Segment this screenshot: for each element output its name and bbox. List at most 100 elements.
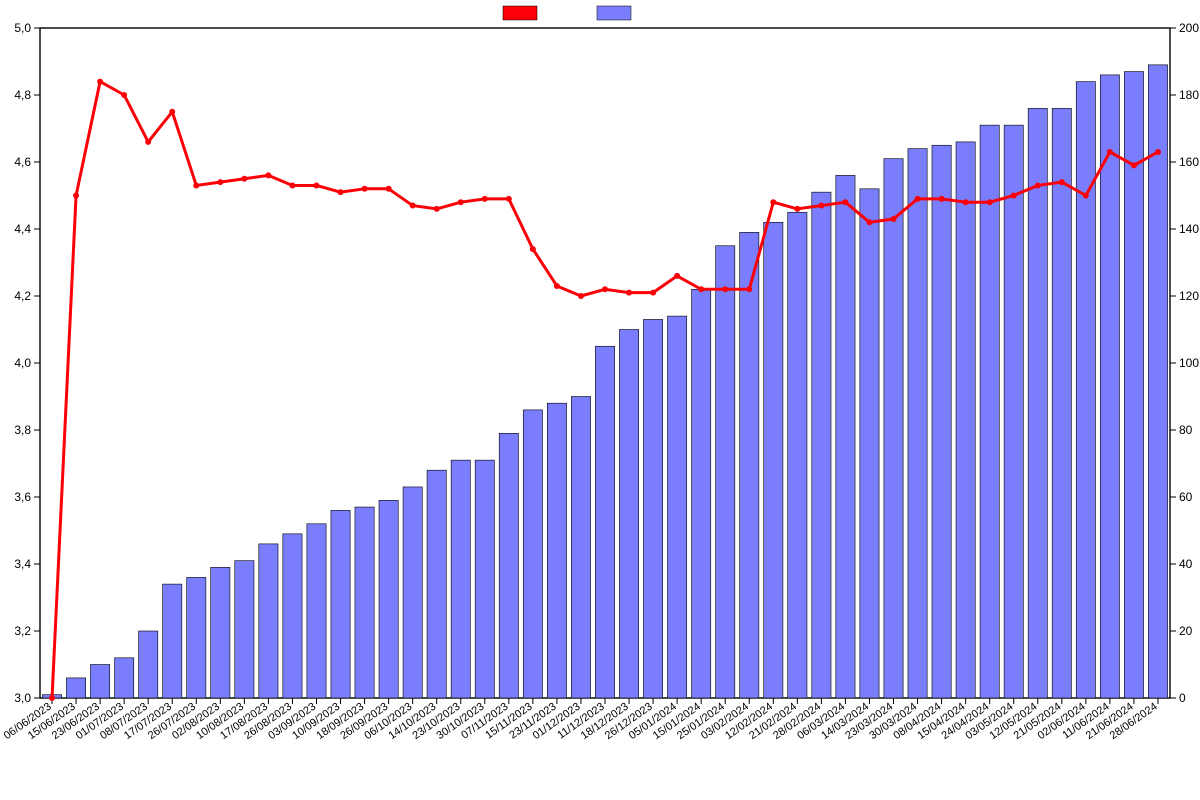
y-right-tick-label: 160 xyxy=(1179,155,1199,169)
bar xyxy=(475,460,494,698)
line-marker xyxy=(939,196,945,202)
bar xyxy=(211,567,230,698)
line-marker xyxy=(578,293,584,299)
line-marker xyxy=(1155,149,1161,155)
y-left-tick-label: 4,0 xyxy=(14,356,31,370)
line-marker xyxy=(410,203,416,209)
bar xyxy=(403,487,422,698)
bar xyxy=(908,149,927,698)
bar xyxy=(980,125,999,698)
line-marker xyxy=(891,216,897,222)
y-left-tick-label: 4,2 xyxy=(14,289,31,303)
line-marker xyxy=(602,286,608,292)
line-marker xyxy=(698,286,704,292)
line-marker xyxy=(313,182,319,188)
bar xyxy=(619,330,638,699)
line-marker xyxy=(1059,179,1065,185)
line-marker xyxy=(193,182,199,188)
line-marker xyxy=(963,199,969,205)
y-left-tick-label: 3,2 xyxy=(14,624,31,638)
line-marker xyxy=(145,139,151,145)
line-marker xyxy=(1011,193,1017,199)
line-marker xyxy=(241,176,247,182)
line-marker xyxy=(169,109,175,115)
bar xyxy=(427,470,446,698)
bar xyxy=(836,175,855,698)
line-marker xyxy=(770,199,776,205)
bar xyxy=(1148,65,1167,698)
bar xyxy=(1028,108,1047,698)
line-marker xyxy=(987,199,993,205)
line-marker xyxy=(554,283,560,289)
line-marker xyxy=(530,246,536,252)
line-marker xyxy=(458,199,464,205)
y-right-tick-label: 180 xyxy=(1179,88,1199,102)
bar xyxy=(788,212,807,698)
line-marker xyxy=(386,186,392,192)
bar xyxy=(740,232,759,698)
line-marker xyxy=(289,182,295,188)
line-marker xyxy=(49,695,55,701)
bar xyxy=(331,510,350,698)
line-marker xyxy=(1083,193,1089,199)
y-left-tick-label: 3,0 xyxy=(14,691,31,705)
bar xyxy=(187,577,206,698)
line-marker xyxy=(842,199,848,205)
bar xyxy=(90,665,109,699)
bar xyxy=(66,678,85,698)
y-right-tick-label: 100 xyxy=(1179,356,1199,370)
chart-svg: 3,03,23,43,63,84,04,24,44,64,85,00204060… xyxy=(0,0,1200,800)
bar xyxy=(235,561,254,698)
line-marker xyxy=(338,189,344,195)
bar xyxy=(1052,108,1071,698)
y-left-tick-label: 5,0 xyxy=(14,21,31,35)
bar xyxy=(571,397,590,699)
line-marker xyxy=(915,196,921,202)
y-right-tick-label: 40 xyxy=(1179,557,1193,571)
y-left-tick-label: 3,4 xyxy=(14,557,31,571)
y-right-tick-label: 20 xyxy=(1179,624,1193,638)
line-marker xyxy=(1035,182,1041,188)
bar xyxy=(884,159,903,698)
legend-swatch xyxy=(597,6,631,20)
bar xyxy=(956,142,975,698)
y-right-tick-label: 60 xyxy=(1179,490,1193,504)
bar xyxy=(547,403,566,698)
line-marker xyxy=(626,290,632,296)
bar xyxy=(163,584,182,698)
y-right-tick-label: 0 xyxy=(1179,691,1186,705)
line-marker xyxy=(73,193,79,199)
line-marker xyxy=(746,286,752,292)
bar xyxy=(595,346,614,698)
line-marker xyxy=(482,196,488,202)
bar xyxy=(812,192,831,698)
y-left-tick-label: 4,4 xyxy=(14,222,31,236)
line-marker xyxy=(818,203,824,209)
chart-container: 3,03,23,43,63,84,04,24,44,64,85,00204060… xyxy=(0,0,1200,800)
bar xyxy=(764,222,783,698)
line-marker xyxy=(794,206,800,212)
legend-swatch xyxy=(503,6,537,20)
y-left-tick-label: 3,8 xyxy=(14,423,31,437)
line-marker xyxy=(1131,162,1137,168)
bar xyxy=(259,544,278,698)
y-right-tick-label: 140 xyxy=(1179,222,1199,236)
line-marker xyxy=(506,196,512,202)
line-marker xyxy=(265,172,271,178)
line-marker xyxy=(674,273,680,279)
bar xyxy=(499,433,518,698)
bar xyxy=(139,631,158,698)
bar xyxy=(860,189,879,698)
bar xyxy=(1076,82,1095,698)
y-left-tick-label: 3,6 xyxy=(14,490,31,504)
bar xyxy=(1100,75,1119,698)
bar xyxy=(1004,125,1023,698)
y-right-tick-label: 80 xyxy=(1179,423,1193,437)
line-marker xyxy=(722,286,728,292)
y-left-tick-label: 4,6 xyxy=(14,155,31,169)
bar xyxy=(355,507,374,698)
line-marker xyxy=(362,186,368,192)
line-marker xyxy=(1107,149,1113,155)
bar xyxy=(115,658,134,698)
bar xyxy=(668,316,687,698)
